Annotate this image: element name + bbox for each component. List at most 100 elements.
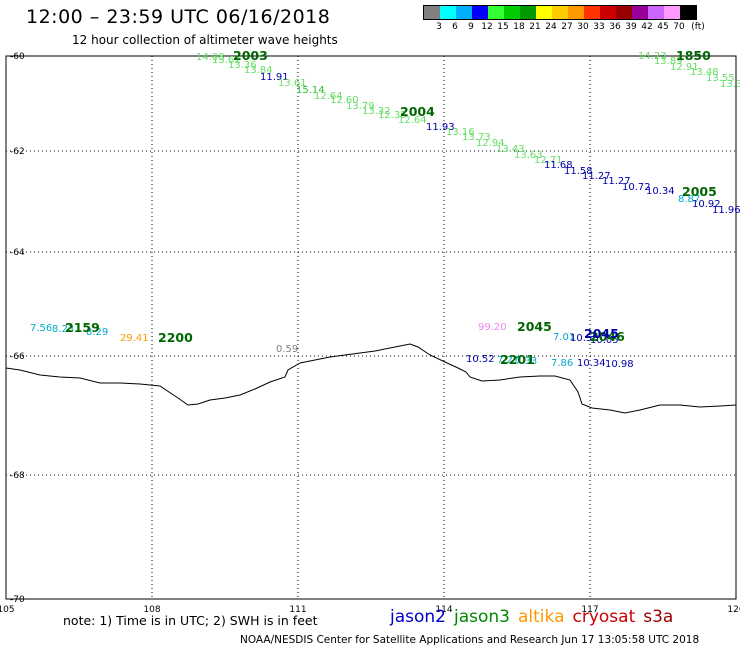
swh-value: 13.79 bbox=[346, 101, 375, 112]
swh-value: 13.32 bbox=[362, 106, 391, 117]
swh-value: 12.94 bbox=[476, 138, 505, 149]
legend-label: 36 bbox=[609, 22, 621, 32]
legend-swatch bbox=[648, 6, 664, 19]
swh-value: 15.14 bbox=[296, 85, 325, 96]
swh-value: 11.27 bbox=[582, 171, 611, 182]
lat-label: -66 bbox=[10, 352, 25, 362]
legend-swatch bbox=[456, 6, 472, 19]
legend-label: 33 bbox=[593, 22, 605, 32]
satellite-name: jason3 bbox=[454, 607, 510, 627]
lat-label: -64 bbox=[10, 248, 25, 258]
legend-swatch bbox=[504, 6, 520, 19]
legend-swatch bbox=[472, 6, 488, 19]
legend-label: 6 bbox=[452, 22, 458, 32]
swh-value: 12.71 bbox=[534, 155, 563, 166]
legend-swatch bbox=[632, 6, 648, 19]
note-text: note: 1) Time is in UTC; 2) SWH is in fe… bbox=[63, 613, 318, 628]
swh-value: 13.3 bbox=[720, 79, 740, 90]
legend-swatch bbox=[552, 6, 568, 19]
swh-value: 13.36 bbox=[228, 60, 257, 71]
lon-label: 114 bbox=[435, 605, 452, 615]
swh-value: 13.48 bbox=[690, 67, 719, 78]
swh-value: 99.20 bbox=[478, 322, 507, 333]
coastline bbox=[5, 343, 737, 414]
map-subtitle: 12 hour collection of altimeter wave hei… bbox=[72, 33, 338, 47]
swh-value: 13.43 bbox=[496, 144, 525, 155]
lon-label: 108 bbox=[143, 605, 160, 615]
grid-lines bbox=[5, 55, 737, 600]
lat-label: -62 bbox=[10, 147, 25, 157]
pass-time: 2045 bbox=[517, 319, 552, 334]
lon-label: 105 bbox=[0, 605, 15, 615]
swh-value: 13.16 bbox=[446, 127, 475, 138]
lat-label: -68 bbox=[10, 471, 25, 481]
swh-value: 12.91 bbox=[670, 62, 699, 73]
legend-swatch bbox=[600, 6, 616, 19]
legend-label: 24 bbox=[545, 22, 557, 32]
legend-unit: (ft) bbox=[691, 22, 705, 32]
observation-labels: 14.0813.6213.3613.8411.9113.6115.1412.64… bbox=[30, 48, 740, 370]
pass-time: 2003 bbox=[233, 48, 268, 63]
swh-value: 12.60 bbox=[330, 95, 359, 106]
color-legend: 3 6 9 12 15 18 21 24 27 30 33 36 39 42 45 70 (ft) bbox=[423, 5, 705, 34]
legend-label: 39 bbox=[625, 22, 637, 32]
legend-label: 42 bbox=[641, 22, 653, 32]
swh-value: 7.01 bbox=[553, 332, 575, 343]
satellite-name: altika bbox=[518, 607, 565, 627]
swh-value: 13.61 bbox=[278, 78, 307, 89]
legend-swatch bbox=[440, 6, 456, 19]
legend-swatch bbox=[664, 6, 680, 19]
swh-value: 14.23 bbox=[638, 51, 667, 62]
legend-swatches bbox=[423, 5, 697, 20]
legend-swatch bbox=[424, 6, 440, 19]
legend-swatch bbox=[520, 6, 536, 19]
legend-swatch bbox=[584, 6, 600, 19]
swh-value: 10.52 bbox=[466, 354, 495, 365]
pass-time: 2005 bbox=[682, 184, 717, 199]
swh-value: 12.64 bbox=[398, 115, 427, 126]
swh-value: 0.59 bbox=[276, 344, 298, 355]
swh-value: 10.92 bbox=[692, 199, 721, 210]
lon-label: 111 bbox=[289, 605, 306, 615]
swh-value: 7.56 bbox=[30, 323, 52, 334]
swh-value: 7.27 bbox=[497, 355, 519, 366]
swh-value: 11.91 bbox=[260, 72, 289, 83]
lat-label: -60 bbox=[10, 52, 25, 62]
legend-label: 18 bbox=[513, 22, 525, 32]
satellite-legend: jason2 jason3 altika cryosat s3a bbox=[390, 607, 681, 627]
swh-value: 8.87 bbox=[678, 194, 700, 205]
footer-credit: NOAA/NESDIS Center for Satellite Applica… bbox=[240, 634, 700, 646]
swh-value: 10.34 bbox=[646, 186, 675, 197]
swh-value: 11.27 bbox=[602, 176, 631, 187]
swh-value: 8.29 bbox=[86, 327, 108, 338]
legend-swatch bbox=[568, 6, 584, 19]
legend-label: 9 bbox=[468, 22, 474, 32]
legend-swatch bbox=[488, 6, 504, 19]
swh-value: 10.72 bbox=[622, 182, 651, 193]
legend-label: 70 bbox=[673, 22, 685, 32]
swh-value: 11.58 bbox=[564, 166, 593, 177]
legend-swatch bbox=[536, 6, 552, 19]
legend-swatch bbox=[680, 6, 696, 19]
lon-label: 117 bbox=[581, 605, 598, 615]
legend-label: 21 bbox=[529, 22, 541, 32]
swh-value: 7.86 bbox=[551, 358, 573, 369]
swh-value: 10.05 bbox=[590, 335, 619, 346]
swh-value: 12.35 bbox=[378, 110, 407, 121]
legend-label: 15 bbox=[497, 22, 509, 32]
legend-label: 12 bbox=[481, 22, 493, 32]
legend-label: 45 bbox=[657, 22, 669, 32]
swh-value: 12.64 bbox=[314, 91, 343, 102]
swh-value: 11.68 bbox=[544, 160, 573, 171]
legend-label: 30 bbox=[577, 22, 589, 32]
pass-time: 1850 bbox=[676, 48, 711, 63]
satellite-name: jason2 bbox=[390, 607, 446, 627]
swh-value: 8.23 bbox=[52, 324, 74, 335]
swh-value: 10.98 bbox=[605, 359, 634, 370]
map-title: 12:00 – 23:59 UTC 06/16/2018 bbox=[26, 6, 331, 28]
pass-time: 2201 bbox=[500, 352, 535, 367]
lon-label: 120 bbox=[727, 605, 740, 615]
